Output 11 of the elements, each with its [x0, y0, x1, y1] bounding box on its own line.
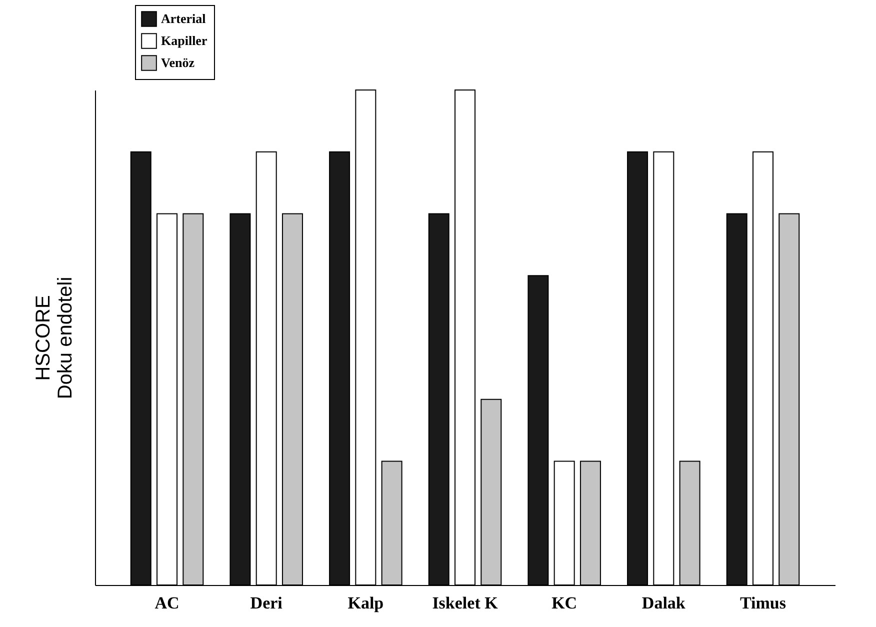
x-tick-label: Kalp: [348, 594, 384, 612]
y-axis-title: HSCORE Doku endoteli: [32, 276, 76, 400]
x-tick-label: KC: [552, 594, 578, 612]
legend-label: Venöz: [161, 55, 195, 70]
x-tick-label: Deri: [250, 594, 283, 612]
legend-label: Kapiller: [161, 33, 208, 48]
legend-label: Arterial: [161, 11, 206, 26]
x-tick-label: Iskelet K: [432, 594, 499, 612]
x-tick-label: Timus: [740, 594, 786, 612]
x-tick-label: Dalak: [642, 594, 686, 612]
x-tick-label: AC: [154, 594, 180, 612]
